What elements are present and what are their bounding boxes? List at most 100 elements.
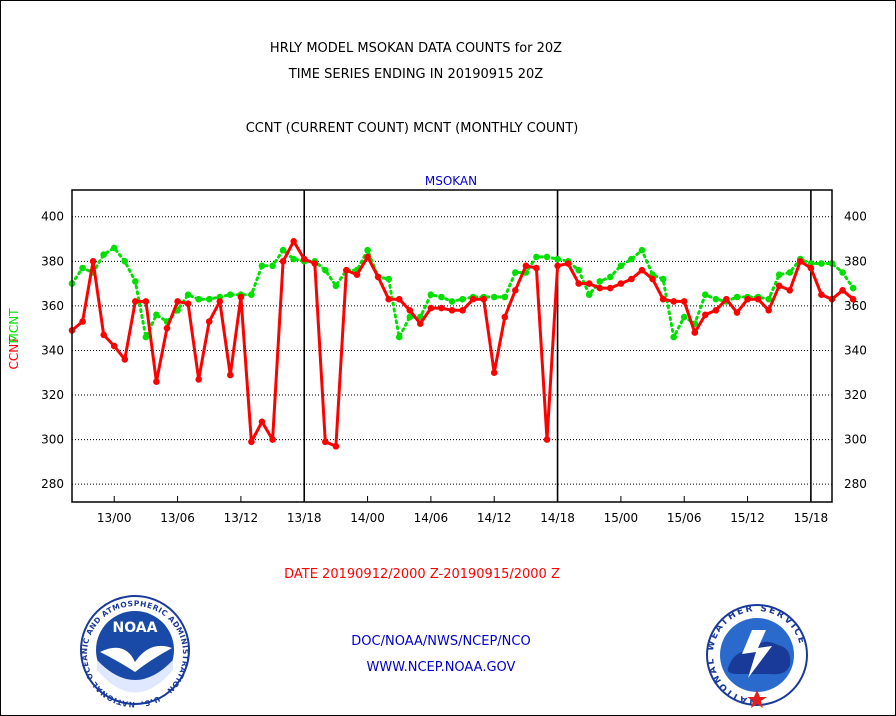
point-mcnt-24 xyxy=(322,266,329,274)
point-mcnt-48 xyxy=(575,266,582,274)
point-mcnt-73 xyxy=(839,269,846,276)
y-tick-right-280: 280 xyxy=(844,477,867,491)
point-ccnt-61 xyxy=(712,307,720,314)
point-mcnt-3 xyxy=(100,251,107,258)
point-mcnt-8 xyxy=(153,311,160,319)
point-ccnt-36 xyxy=(448,307,456,314)
point-mcnt-12 xyxy=(195,295,202,303)
point-mcnt-53 xyxy=(628,255,635,263)
point-mcnt-58 xyxy=(680,313,688,321)
y-tick-left-340: 340 xyxy=(41,343,64,357)
point-ccnt-17 xyxy=(248,438,255,446)
point-ccnt-33 xyxy=(417,320,424,328)
point-ccnt-28 xyxy=(364,253,371,261)
date-range-label: DATE 20190912/2000 Z-20190915/2000 Z xyxy=(284,567,560,582)
point-mcnt-50 xyxy=(596,278,604,285)
ylabel-mcnt: MCNT xyxy=(7,308,21,344)
point-ccnt-44 xyxy=(533,264,540,272)
x-tick-labels: 13/00 13/06 13/12 13/18 14/00 14/06 14/12 14/18… xyxy=(97,496,828,525)
point-ccnt-9 xyxy=(163,324,171,332)
x-tick-13/12: 13/12 xyxy=(224,511,259,525)
point-ccnt-46 xyxy=(554,262,561,270)
plot-area xyxy=(71,189,833,503)
point-mcnt-13 xyxy=(205,295,213,303)
point-ccnt-18 xyxy=(258,418,266,426)
point-ccnt-59 xyxy=(691,329,699,336)
point-ccnt-12 xyxy=(195,376,202,383)
line-ccnt xyxy=(70,239,855,448)
point-ccnt-45 xyxy=(543,436,551,443)
point-ccnt-58 xyxy=(680,298,688,305)
y-tick-left-300: 300 xyxy=(41,433,64,447)
x-tick-13/06: 13/06 xyxy=(160,511,195,525)
y-tick-left-360: 360 xyxy=(41,299,64,313)
point-mcnt-6 xyxy=(132,278,139,285)
point-ccnt-60 xyxy=(702,311,709,319)
y-tick-right-380: 380 xyxy=(844,254,867,268)
point-ccnt-38 xyxy=(469,295,477,303)
point-ccnt-27 xyxy=(353,271,361,279)
point-mcnt-36 xyxy=(448,298,456,305)
point-ccnt-16 xyxy=(237,293,245,301)
ylabel-ccnt: CCNT xyxy=(7,336,21,370)
x-tick-14/18: 14/18 xyxy=(540,511,575,525)
point-ccnt-8 xyxy=(153,378,160,386)
x-tick-14/00: 14/00 xyxy=(350,511,385,525)
point-ccnt-51 xyxy=(607,284,614,292)
point-ccnt-49 xyxy=(585,280,593,287)
point-ccnt-1 xyxy=(79,318,86,325)
point-mcnt-19 xyxy=(269,262,276,270)
point-ccnt-70 xyxy=(807,264,815,272)
point-ccnt-19 xyxy=(269,436,276,443)
point-mcnt-11 xyxy=(184,291,192,299)
point-ccnt-64 xyxy=(744,295,751,303)
point-mcnt-32 xyxy=(406,313,414,321)
point-mcnt-15 xyxy=(227,291,234,299)
point-mcnt-25 xyxy=(332,282,340,290)
point-mcnt-18 xyxy=(258,262,266,270)
website-label: WWW.NCEP.NOAA.GOV xyxy=(367,660,516,675)
point-ccnt-10 xyxy=(174,298,181,305)
point-mcnt-44 xyxy=(533,253,540,261)
x-tick-13/18: 13/18 xyxy=(287,511,322,525)
point-mcnt-40 xyxy=(490,293,498,301)
grid-lines xyxy=(72,216,832,485)
point-mcnt-51 xyxy=(607,273,614,281)
y-tick-left-380: 380 xyxy=(41,254,64,268)
x-tick-14/06: 14/06 xyxy=(414,511,449,525)
point-mcnt-63 xyxy=(733,293,741,301)
point-mcnt-41 xyxy=(501,293,509,301)
point-ccnt-54 xyxy=(638,266,646,274)
point-ccnt-57 xyxy=(670,298,677,305)
point-ccnt-29 xyxy=(374,273,382,281)
point-mcnt-45 xyxy=(543,253,551,261)
point-mcnt-31 xyxy=(395,333,403,341)
point-mcnt-21 xyxy=(290,255,298,263)
point-mcnt-56 xyxy=(659,275,667,283)
series-ccnt xyxy=(68,238,857,450)
point-mcnt-7 xyxy=(142,333,150,341)
day-boundaries xyxy=(303,190,812,502)
y-tick-right-340: 340 xyxy=(844,343,867,357)
point-mcnt-20 xyxy=(279,246,287,254)
x-tick-13/00: 13/00 xyxy=(97,511,132,525)
point-ccnt-53 xyxy=(628,275,635,283)
nws-logo: NATIONAL WEATHER SERVICE xyxy=(706,604,808,708)
point-ccnt-62 xyxy=(723,295,730,303)
point-ccnt-42 xyxy=(512,287,519,294)
x-tick-14/12: 14/12 xyxy=(477,511,512,525)
point-mcnt-37 xyxy=(459,295,466,303)
series-mcnt xyxy=(68,244,857,341)
point-ccnt-74 xyxy=(849,295,857,303)
point-mcnt-34 xyxy=(427,291,435,299)
point-ccnt-34 xyxy=(427,304,435,312)
point-mcnt-49 xyxy=(585,291,593,299)
org-path-label: DOC/NOAA/NWS/NCEP/NCO xyxy=(351,634,530,649)
point-mcnt-67 xyxy=(775,271,783,279)
point-ccnt-2 xyxy=(89,258,97,265)
point-mcnt-57 xyxy=(670,333,677,341)
point-ccnt-73 xyxy=(839,287,846,294)
point-mcnt-74 xyxy=(849,284,857,292)
point-ccnt-3 xyxy=(100,331,107,339)
